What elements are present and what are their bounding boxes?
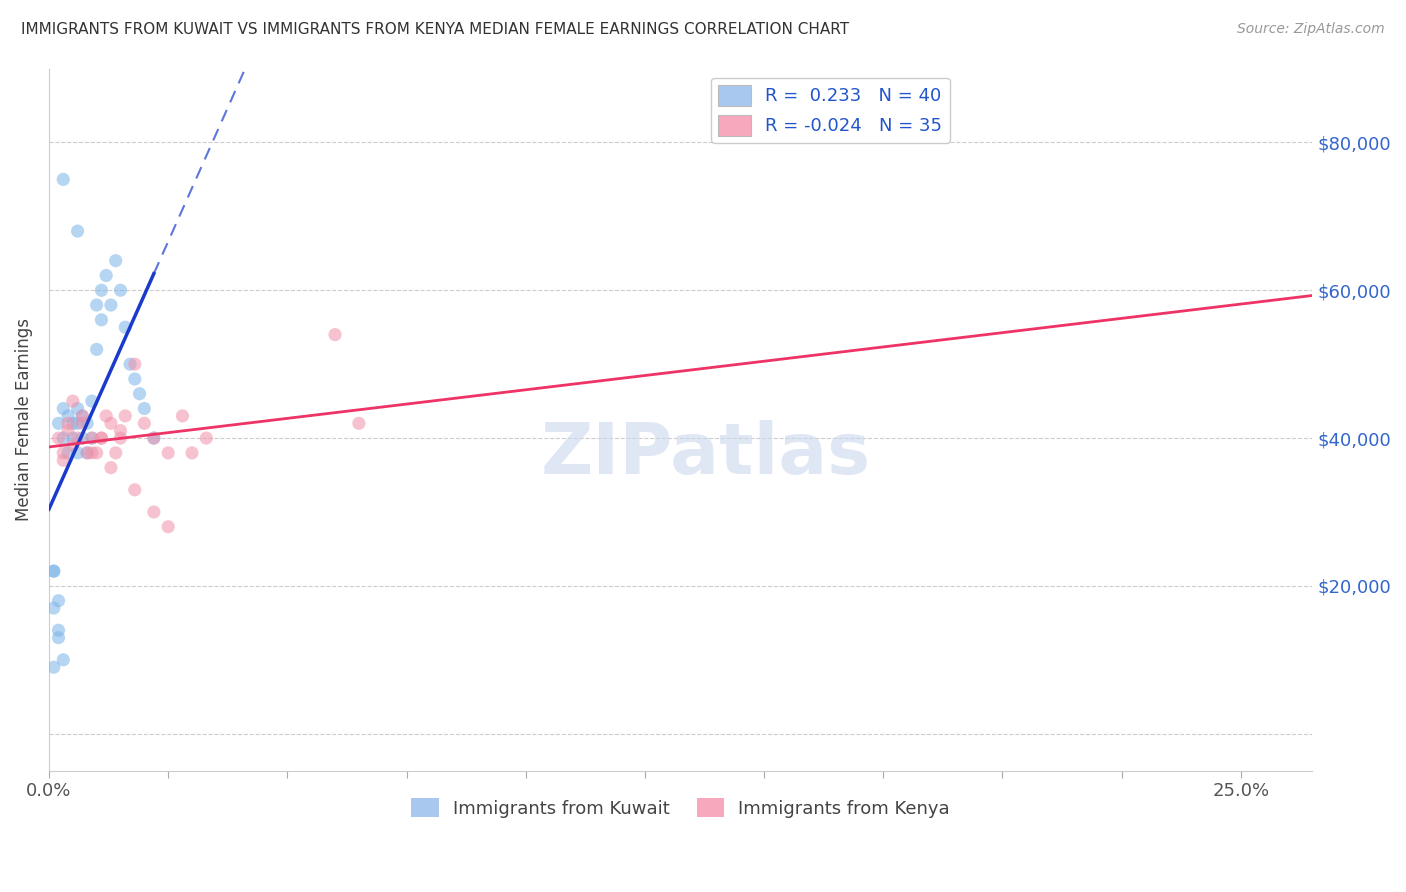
Point <box>80 431 103 445</box>
Point <box>100 298 122 312</box>
Point <box>42 660 65 674</box>
Legend: Immigrants from Kuwait, Immigrants from Kenya: Immigrants from Kuwait, Immigrants from … <box>404 790 957 825</box>
Point <box>72 431 94 445</box>
Point <box>56 417 79 431</box>
Point <box>195 431 218 445</box>
Point <box>52 446 75 460</box>
Point <box>100 417 122 431</box>
Point <box>142 431 165 445</box>
Point <box>142 431 165 445</box>
Point <box>90 313 112 327</box>
Point <box>86 446 108 460</box>
Point <box>80 394 103 409</box>
Point <box>48 631 70 645</box>
Point <box>104 253 127 268</box>
Point <box>96 409 118 423</box>
Point <box>86 298 108 312</box>
Text: IMMIGRANTS FROM KUWAIT VS IMMIGRANTS FROM KENYA MEDIAN FEMALE EARNINGS CORRELATI: IMMIGRANTS FROM KUWAIT VS IMMIGRANTS FRO… <box>21 22 849 37</box>
Point <box>76 446 98 460</box>
Point <box>66 417 89 431</box>
Point <box>96 268 118 283</box>
Point <box>80 431 103 445</box>
Point <box>72 409 94 423</box>
Point <box>110 283 132 297</box>
Point <box>62 394 84 409</box>
Point <box>110 431 132 445</box>
Point <box>42 601 65 615</box>
Point <box>66 431 89 445</box>
Point <box>114 409 136 423</box>
Point <box>72 409 94 423</box>
Point <box>66 401 89 416</box>
Point <box>52 401 75 416</box>
Point <box>124 372 146 386</box>
Point <box>114 320 136 334</box>
Point <box>104 446 127 460</box>
Point <box>66 446 89 460</box>
Point <box>323 327 346 342</box>
Point <box>157 520 180 534</box>
Y-axis label: Median Female Earnings: Median Female Earnings <box>15 318 32 521</box>
Point <box>347 417 370 431</box>
Point <box>90 283 112 297</box>
Point <box>128 386 150 401</box>
Point <box>124 483 146 497</box>
Point <box>134 401 156 416</box>
Point <box>56 409 79 423</box>
Point <box>62 417 84 431</box>
Point <box>157 446 180 460</box>
Point <box>80 446 103 460</box>
Point <box>172 409 194 423</box>
Point <box>52 431 75 445</box>
Point <box>76 446 98 460</box>
Point <box>181 446 204 460</box>
Point <box>42 564 65 578</box>
Point <box>118 357 141 371</box>
Point <box>48 417 70 431</box>
Point <box>52 653 75 667</box>
Point <box>134 417 156 431</box>
Point <box>72 417 94 431</box>
Point <box>52 453 75 467</box>
Point <box>100 460 122 475</box>
Point <box>110 424 132 438</box>
Point <box>48 593 70 607</box>
Point <box>66 224 89 238</box>
Point <box>90 431 112 445</box>
Point <box>86 343 108 357</box>
Point <box>62 431 84 445</box>
Text: ZIPatlas: ZIPatlas <box>541 420 870 489</box>
Point <box>124 357 146 371</box>
Point <box>76 417 98 431</box>
Point <box>48 624 70 638</box>
Point <box>90 431 112 445</box>
Text: Source: ZipAtlas.com: Source: ZipAtlas.com <box>1237 22 1385 37</box>
Point <box>142 505 165 519</box>
Point <box>52 172 75 186</box>
Point <box>48 431 70 445</box>
Point <box>56 446 79 460</box>
Point <box>42 564 65 578</box>
Point <box>56 424 79 438</box>
Point <box>62 438 84 452</box>
